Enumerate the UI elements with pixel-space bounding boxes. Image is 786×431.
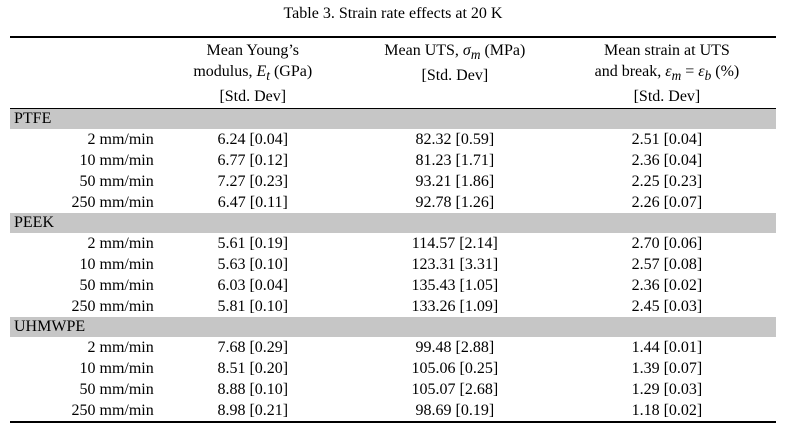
group-row: PEEK [10, 213, 776, 234]
header-col2-line2: [Std. Dev] [421, 67, 489, 85]
cell-mean-strain: 2.45 [0.03] [631, 298, 703, 316]
cell-youngs-modulus: 6.24 [0.04] [217, 131, 289, 149]
cell-mean-uts: 105.07 [2.68] [411, 381, 499, 399]
cell-mean-strain: 1.29 [0.03] [631, 381, 703, 399]
cell-mean-uts: 123.31 [3.31] [411, 256, 499, 274]
group-label: UHMWPE [10, 317, 776, 338]
header-youngs-modulus: Mean Young’s modulus, Et (GPa) [Std. Dev… [153, 36, 352, 110]
cell-mean-uts: 99.48 [2.88] [415, 339, 495, 357]
cell-youngs-modulus: 8.98 [0.21] [153, 400, 352, 424]
cell-youngs-modulus: 7.68 [0.29] [217, 339, 289, 357]
cell-mean-strain: 2.51 [0.04] [631, 131, 703, 149]
table-row: 10 mm/min 5.63 [0.10] 123.31 [3.31] 2.57 [0… [10, 254, 776, 275]
header-col3-line1: Mean strain at UTS [604, 42, 730, 59]
table-row: 10 mm/min 6.77 [0.12] 81.23 [1.71] 2.36 [0.… [10, 150, 776, 171]
cell-strain-rate: 50 mm/min [79, 173, 154, 191]
cell-strain-rate: 2 mm/min [87, 339, 154, 357]
table-row: 2 mm/min 6.24 [0.04] 82.32 [0.59] 2.51 [0.0… [10, 129, 776, 150]
header-col2-symbol: σ [462, 42, 471, 59]
header-col3-line3: [Std. Dev] [633, 88, 701, 106]
cell-mean-uts: 81.23 [1.71] [415, 152, 495, 170]
cell-youngs-modulus: 8.88 [0.10] [217, 381, 289, 399]
cell-youngs-modulus: 5.61 [0.19] [217, 235, 289, 253]
table-row: 50 mm/min 6.03 [0.04] 135.43 [1.05] 2.36 [0… [10, 275, 776, 296]
table-body: PTFE 2 mm/min 6.24 [0.04] 82.32 [0.59] 2.51 … [10, 108, 776, 424]
header-col2-line1-pre: Mean UTS, [384, 42, 463, 59]
cell-mean-uts: 114.57 [2.14] [411, 235, 498, 253]
header-col1-line1: Mean Young’s [206, 42, 299, 59]
cell-strain-rate: 10 mm/min [79, 152, 154, 170]
cell-mean-uts: 82.32 [0.59] [415, 131, 495, 149]
cell-mean-strain: 2.57 [0.08] [631, 256, 703, 274]
header-mean-strain: Mean strain at UTS and break, εm = εb (%… [557, 36, 776, 110]
cell-mean-strain: 1.39 [0.07] [631, 360, 703, 378]
header-col1-symbol: E [256, 63, 267, 80]
cell-mean-strain: 1.44 [0.01] [631, 339, 703, 357]
cell-mean-strain: 1.18 [0.02] [557, 400, 776, 424]
header-col2-sub: m [470, 47, 481, 63]
table-caption: Table 3. Strain rate effects at 20 K [283, 5, 503, 22]
table-row: 50 mm/min 8.88 [0.10] 105.07 [2.68] 1.29 [0… [10, 379, 776, 400]
header-col3-eq: = [681, 63, 699, 80]
table-header: Mean Young’s modulus, Et (GPa) [Std. Dev… [10, 36, 776, 110]
cell-strain-rate: 50 mm/min [79, 381, 154, 399]
strain-rate-table: Mean Young’s modulus, Et (GPa) [Std. Dev… [10, 36, 776, 424]
header-condition [10, 36, 154, 110]
group-row: PTFE [10, 108, 776, 130]
header-col3-symbol-b: ε [698, 63, 705, 80]
header-col1-line3: [Std. Dev] [219, 88, 287, 106]
header-col3-sub-b: b [704, 68, 712, 84]
header-col3-line2-post: (%) [711, 63, 740, 80]
cell-strain-rate: 10 mm/min [79, 360, 154, 378]
header-col1-sub: t [266, 68, 270, 84]
table-row: 50 mm/min 7.27 [0.23] 93.21 [1.86] 2.25 [0.… [10, 171, 776, 192]
cell-strain-rate: 2 mm/min [87, 235, 154, 253]
cell-strain-rate: 250 mm/min [71, 194, 154, 212]
cell-mean-uts: 93.21 [1.86] [415, 173, 495, 191]
cell-youngs-modulus: 7.27 [0.23] [217, 173, 289, 191]
cell-mean-uts: 105.06 [0.25] [411, 360, 499, 378]
cell-strain-rate: 10 mm/min [79, 256, 154, 274]
cell-strain-rate: 250 mm/min [10, 400, 154, 424]
cell-mean-strain: 2.70 [0.06] [631, 235, 703, 253]
cell-youngs-modulus: 6.77 [0.12] [217, 152, 289, 170]
table-row: 10 mm/min 8.51 [0.20] 105.06 [0.25] 1.39 [0… [10, 358, 776, 379]
cell-mean-uts: 135.43 [1.05] [411, 277, 499, 295]
table-row: 2 mm/min 7.68 [0.29] 99.48 [2.88] 1.44 [0.0… [10, 337, 776, 358]
group-row: UHMWPE [10, 317, 776, 338]
cell-mean-strain: 2.25 [0.23] [631, 173, 703, 191]
cell-youngs-modulus: 5.63 [0.10] [217, 256, 289, 274]
cell-mean-strain: 2.26 [0.07] [631, 194, 703, 212]
cell-strain-rate: 2 mm/min [87, 131, 154, 149]
cell-mean-strain: 2.36 [0.04] [631, 152, 703, 170]
cell-mean-uts: 98.69 [0.19] [351, 400, 558, 424]
header-col3-line2-pre: and break, [594, 63, 666, 80]
cell-youngs-modulus: 6.47 [0.11] [217, 194, 288, 212]
table-row: 250 mm/min 6.47 [0.11] 92.78 [1.26] 2.26 [0… [10, 192, 776, 213]
cell-mean-uts: 133.26 [1.09] [411, 298, 499, 316]
header-col3-sub-a: m [671, 68, 682, 84]
group-label: PEEK [10, 213, 776, 234]
cell-youngs-modulus: 5.81 [0.10] [217, 298, 289, 316]
table-row: 250 mm/min 5.81 [0.10] 133.26 [1.09] 2.45 [… [10, 296, 776, 317]
table-row: 2 mm/min 5.61 [0.19] 114.57 [2.14] 2.70 [0.… [10, 233, 776, 254]
header-mean-uts: Mean UTS, σm (MPa) [Std. Dev] [351, 36, 558, 110]
header-col1-line2-post: (GPa) [269, 63, 313, 80]
group-label: PTFE [10, 108, 776, 130]
cell-youngs-modulus: 6.03 [0.04] [217, 277, 289, 295]
cell-mean-uts: 92.78 [1.26] [415, 194, 495, 212]
cell-strain-rate: 50 mm/min [79, 277, 154, 295]
cell-mean-strain: 2.36 [0.02] [631, 277, 703, 295]
header-col2-line1-post: (MPa) [480, 42, 526, 59]
table-row: 250 mm/min 8.98 [0.21] 98.69 [0.19] 1.18 [0… [10, 400, 776, 424]
cell-strain-rate: 250 mm/min [71, 298, 154, 316]
cell-youngs-modulus: 8.51 [0.20] [217, 360, 289, 378]
header-col1-line2-pre: modulus, [193, 63, 257, 80]
header-col3-symbol-a: ε [665, 63, 672, 80]
